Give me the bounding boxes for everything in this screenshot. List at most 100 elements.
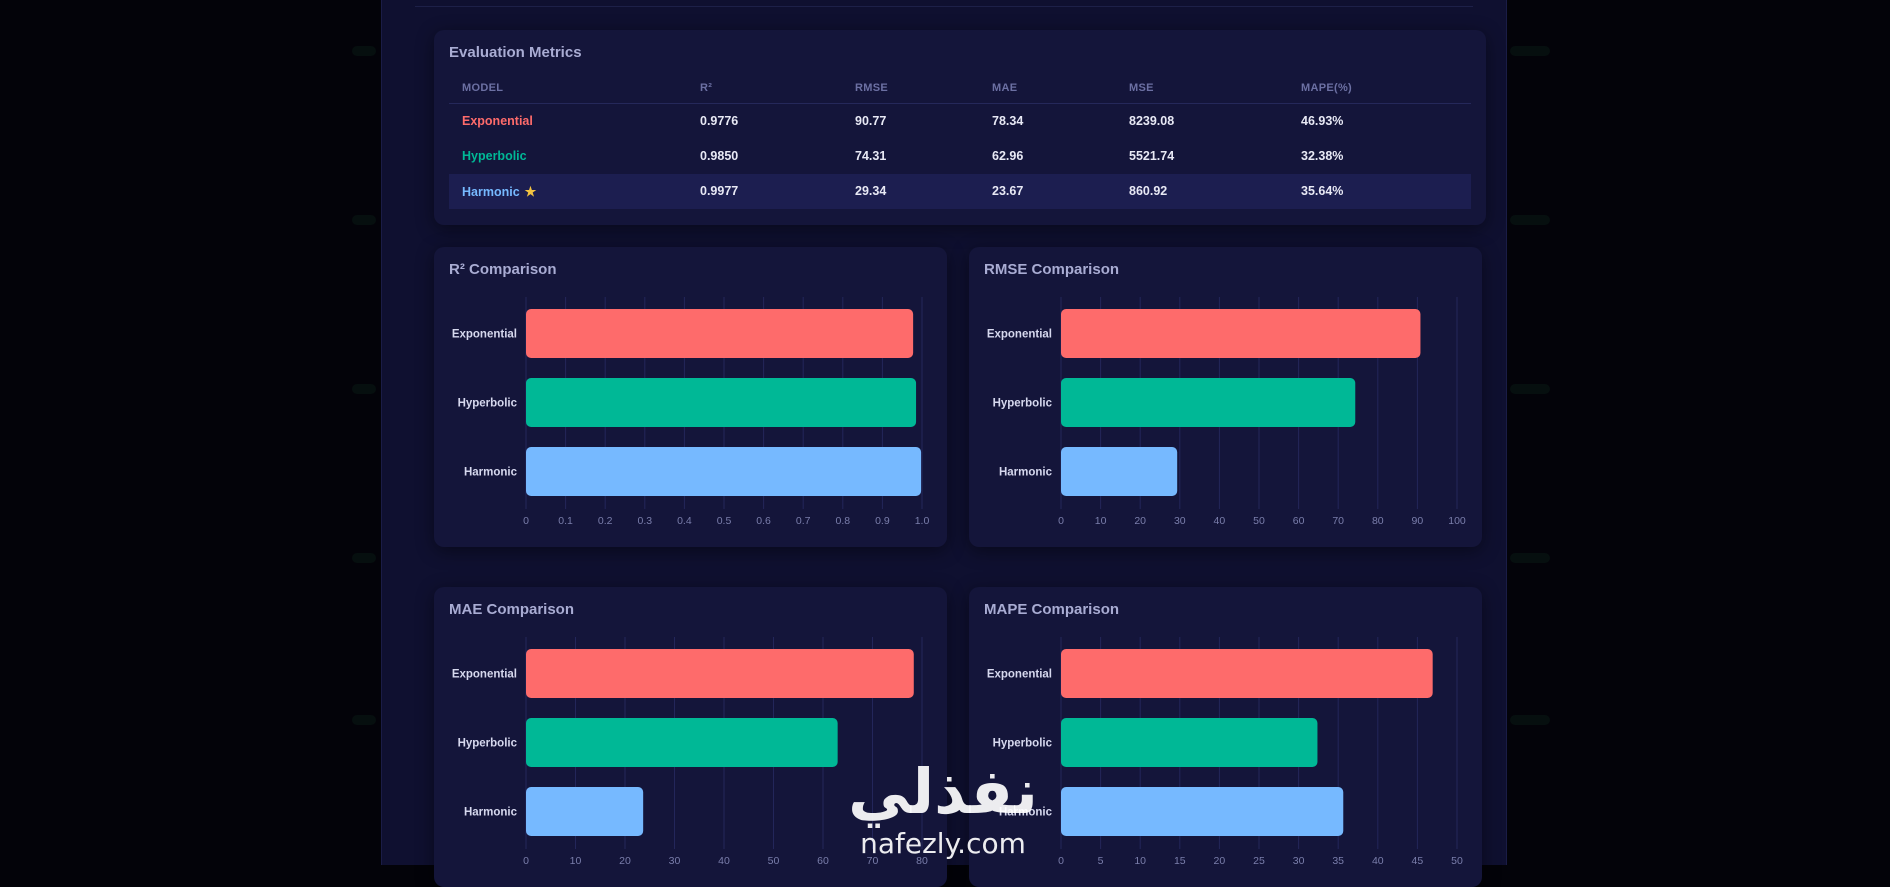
category-label: Hyperbolic <box>993 398 1053 410</box>
mape-chart-card: MAPE Comparison 0 5 10 15 20 25 30 35 40 45 50 Expo… <box>969 587 1482 887</box>
x-tick-label: 60 <box>1293 515 1305 527</box>
x-tick-label: 30 <box>669 855 681 867</box>
category-label: Exponential <box>452 669 517 681</box>
table-row-best: Harmonic ★ 0.9977 29.34 23.67 860.92 35.6… <box>449 174 1471 209</box>
mse-value: 860.92 <box>1129 184 1168 198</box>
x-tick-label: 10 <box>570 855 582 867</box>
model-name: Harmonic <box>462 185 520 199</box>
x-tick-label: 80 <box>1372 515 1384 527</box>
x-tick-label: 70 <box>1332 515 1344 527</box>
x-tick-label: 70 <box>867 855 879 867</box>
x-tick-label: 35 <box>1332 855 1344 867</box>
mse-value: 8239.08 <box>1129 114 1175 128</box>
chart-title: MAPE Comparison <box>984 601 1120 618</box>
chart-title: MAE Comparison <box>449 601 575 618</box>
x-tick-label: 50 <box>1253 515 1265 527</box>
metrics-card: Evaluation Metrics MODEL R² RMSE MAE MSE… <box>434 30 1486 225</box>
x-tick-label: 0.1 <box>558 515 573 527</box>
x-tick-label: 60 <box>817 855 829 867</box>
x-tick-label: 0.6 <box>756 515 771 527</box>
rmse-chart: 0 10 20 30 40 50 60 70 80 90 100 Exponential Hyperbo… <box>987 297 1466 527</box>
x-tick-label: 0.9 <box>875 515 890 527</box>
x-tick-label: 0.2 <box>598 515 613 527</box>
x-tick-label: 20 <box>619 855 631 867</box>
bar <box>526 378 917 427</box>
divider <box>415 6 1473 7</box>
column-header: MAE <box>992 82 1018 94</box>
bar <box>526 309 914 358</box>
x-tick-label: 0.5 <box>717 515 732 527</box>
mae-value: 78.34 <box>992 114 1024 128</box>
mae-chart: 0 10 20 30 40 50 60 70 80 Exponential Hyperbolic Ha… <box>452 637 928 867</box>
background-decoration <box>1510 715 1550 725</box>
x-tick-label: 0 <box>1058 515 1064 527</box>
bar <box>526 787 644 836</box>
x-tick-label: 0.4 <box>677 515 692 527</box>
table-row: Exponential 0.9776 90.77 78.34 8239.08 4… <box>449 104 1471 139</box>
column-header: MAPE(%) <box>1301 82 1352 94</box>
category-label: Harmonic <box>464 807 518 819</box>
bar <box>526 447 922 496</box>
mape-value: 46.93% <box>1301 114 1344 128</box>
x-tick-label: 15 <box>1174 855 1186 867</box>
background-decoration <box>1510 215 1550 225</box>
bar <box>1061 787 1344 836</box>
category-label: Exponential <box>987 329 1052 341</box>
background-decoration <box>352 384 376 394</box>
mae-value: 62.96 <box>992 149 1024 163</box>
x-tick-label: 80 <box>916 855 928 867</box>
column-header: MSE <box>1129 82 1154 94</box>
x-tick-label: 10 <box>1095 515 1107 527</box>
x-tick-label: 50 <box>1451 855 1463 867</box>
x-tick-label: 20 <box>1214 855 1226 867</box>
category-label: Harmonic <box>464 467 518 479</box>
metrics-table: MODEL R² RMSE MAE MSE MAPE(%) Exponentia… <box>449 73 1471 209</box>
mape-chart: 0 5 10 15 20 25 30 35 40 45 50 Exponential Hyperboli… <box>987 637 1463 867</box>
background-decoration <box>1510 553 1550 563</box>
bar <box>526 649 914 698</box>
category-label: Hyperbolic <box>993 738 1053 750</box>
x-tick-label: 0.3 <box>637 515 652 527</box>
x-tick-label: 25 <box>1253 855 1265 867</box>
model-name: Hyperbolic <box>462 149 527 163</box>
r2-chart-card: R² Comparison 0 0.1 0.2 0.3 0.4 0.5 0.6 0.7 0.8 0… <box>434 247 947 547</box>
x-tick-label: 0 <box>523 855 529 867</box>
bar <box>1061 718 1318 767</box>
x-tick-label: 30 <box>1293 855 1305 867</box>
rmse-value: 29.34 <box>855 184 887 198</box>
r2-chart: 0 0.1 0.2 0.3 0.4 0.5 0.6 0.7 0.8 0.9 1.0 Exponenti… <box>452 297 930 527</box>
column-header: R² <box>700 82 713 94</box>
column-header: RMSE <box>855 82 888 94</box>
x-tick-label: 40 <box>1372 855 1384 867</box>
x-tick-label: 40 <box>1214 515 1226 527</box>
rmse-value: 74.31 <box>855 149 887 163</box>
background-decoration <box>1510 384 1550 394</box>
mae-chart-card: MAE Comparison 0 10 20 30 40 50 60 70 80 Exponent… <box>434 587 947 887</box>
r2-value: 0.9850 <box>700 149 739 163</box>
rmse-chart-card: RMSE Comparison 0 10 20 30 40 50 60 70 80 90 100 Ex… <box>969 247 1482 547</box>
mape-value: 35.64% <box>1301 184 1344 198</box>
category-label: Harmonic <box>999 467 1053 479</box>
x-tick-label: 20 <box>1134 515 1146 527</box>
table-header-row: MODEL R² RMSE MAE MSE MAPE(%) <box>449 73 1471 104</box>
background-decoration <box>352 215 376 225</box>
rmse-value: 90.77 <box>855 114 887 128</box>
background-decoration <box>352 715 376 725</box>
model-name: Exponential <box>462 114 533 128</box>
x-tick-label: 30 <box>1174 515 1186 527</box>
r2-value: 0.9977 <box>700 184 739 198</box>
table-row: Hyperbolic 0.9850 74.31 62.96 5521.74 32… <box>449 139 1471 174</box>
bar <box>1061 447 1178 496</box>
category-label: Exponential <box>987 669 1052 681</box>
star-icon: ★ <box>524 184 537 199</box>
category-label: Exponential <box>452 329 517 341</box>
background-decoration <box>1510 46 1550 56</box>
mae-value: 23.67 <box>992 184 1024 198</box>
x-tick-label: 1.0 <box>915 515 930 527</box>
category-label: Hyperbolic <box>458 738 518 750</box>
x-tick-label: 45 <box>1412 855 1424 867</box>
x-tick-label: 0.8 <box>835 515 850 527</box>
x-tick-label: 0 <box>1058 855 1064 867</box>
x-tick-label: 90 <box>1412 515 1424 527</box>
category-label: Harmonic <box>999 807 1053 819</box>
